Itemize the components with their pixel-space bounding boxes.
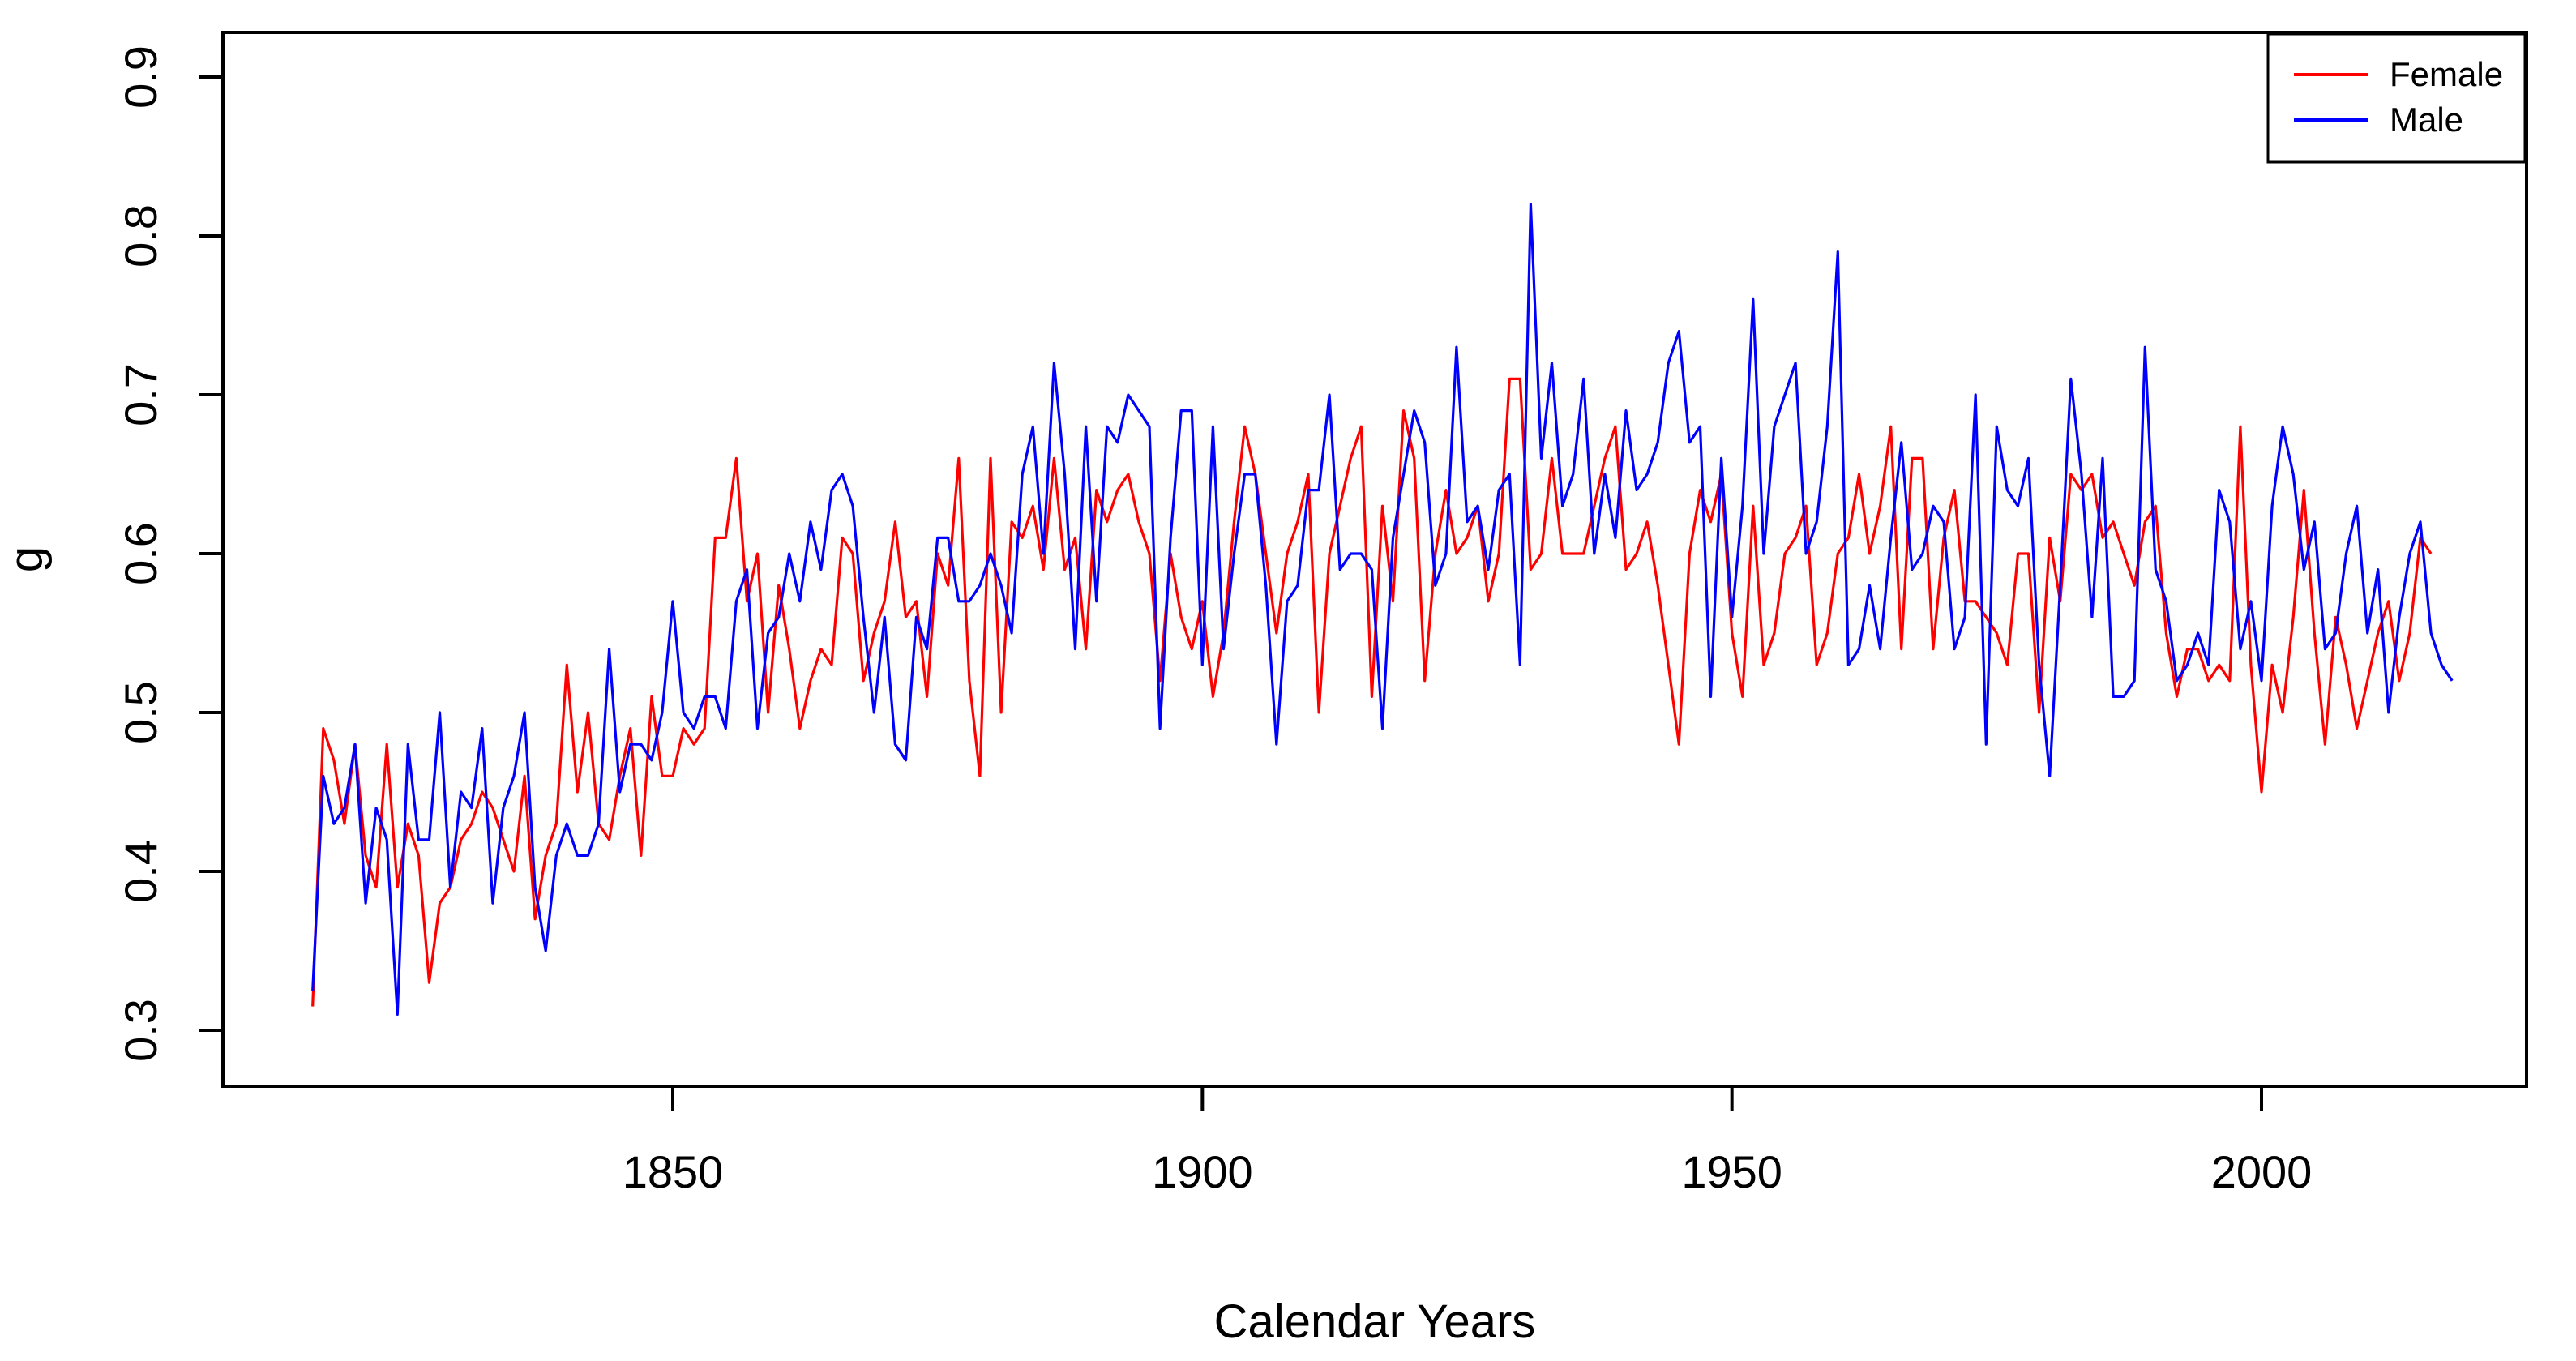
y-tick-label: 0.7: [115, 363, 166, 426]
legend-label-male: Male: [2390, 101, 2463, 139]
plot-frame: [221, 31, 2528, 1088]
x-axis: 1850 1900 1950 2000: [623, 1086, 2313, 1197]
x-axis-label: Calendar Years: [1214, 1295, 1536, 1348]
legend-label-female: Female: [2390, 55, 2503, 93]
series-line-male: [311, 203, 2454, 1016]
legend-box: [2266, 32, 2527, 164]
y-axis: 0.3 0.4 0.5 0.6 0.7 0.8 0.9: [115, 45, 223, 1062]
series-layer: [311, 203, 2454, 1016]
y-tick-label: 0.9: [115, 45, 166, 109]
x-tick-label: 1900: [1152, 1146, 1253, 1197]
x-tick-label: 1950: [1681, 1146, 1782, 1197]
x-tick-label: 1850: [623, 1146, 724, 1197]
y-axis-label: g: [0, 546, 53, 572]
y-tick-label: 0.8: [115, 204, 166, 267]
y-tick-label: 0.3: [115, 999, 166, 1062]
y-tick-label: 0.5: [115, 681, 166, 744]
legend: Female Male: [2266, 32, 2527, 164]
x-tick-label: 2000: [2211, 1146, 2313, 1197]
y-tick-label: 0.6: [115, 522, 166, 585]
series-line-female: [311, 377, 2433, 1007]
y-tick-label: 0.4: [115, 840, 166, 903]
